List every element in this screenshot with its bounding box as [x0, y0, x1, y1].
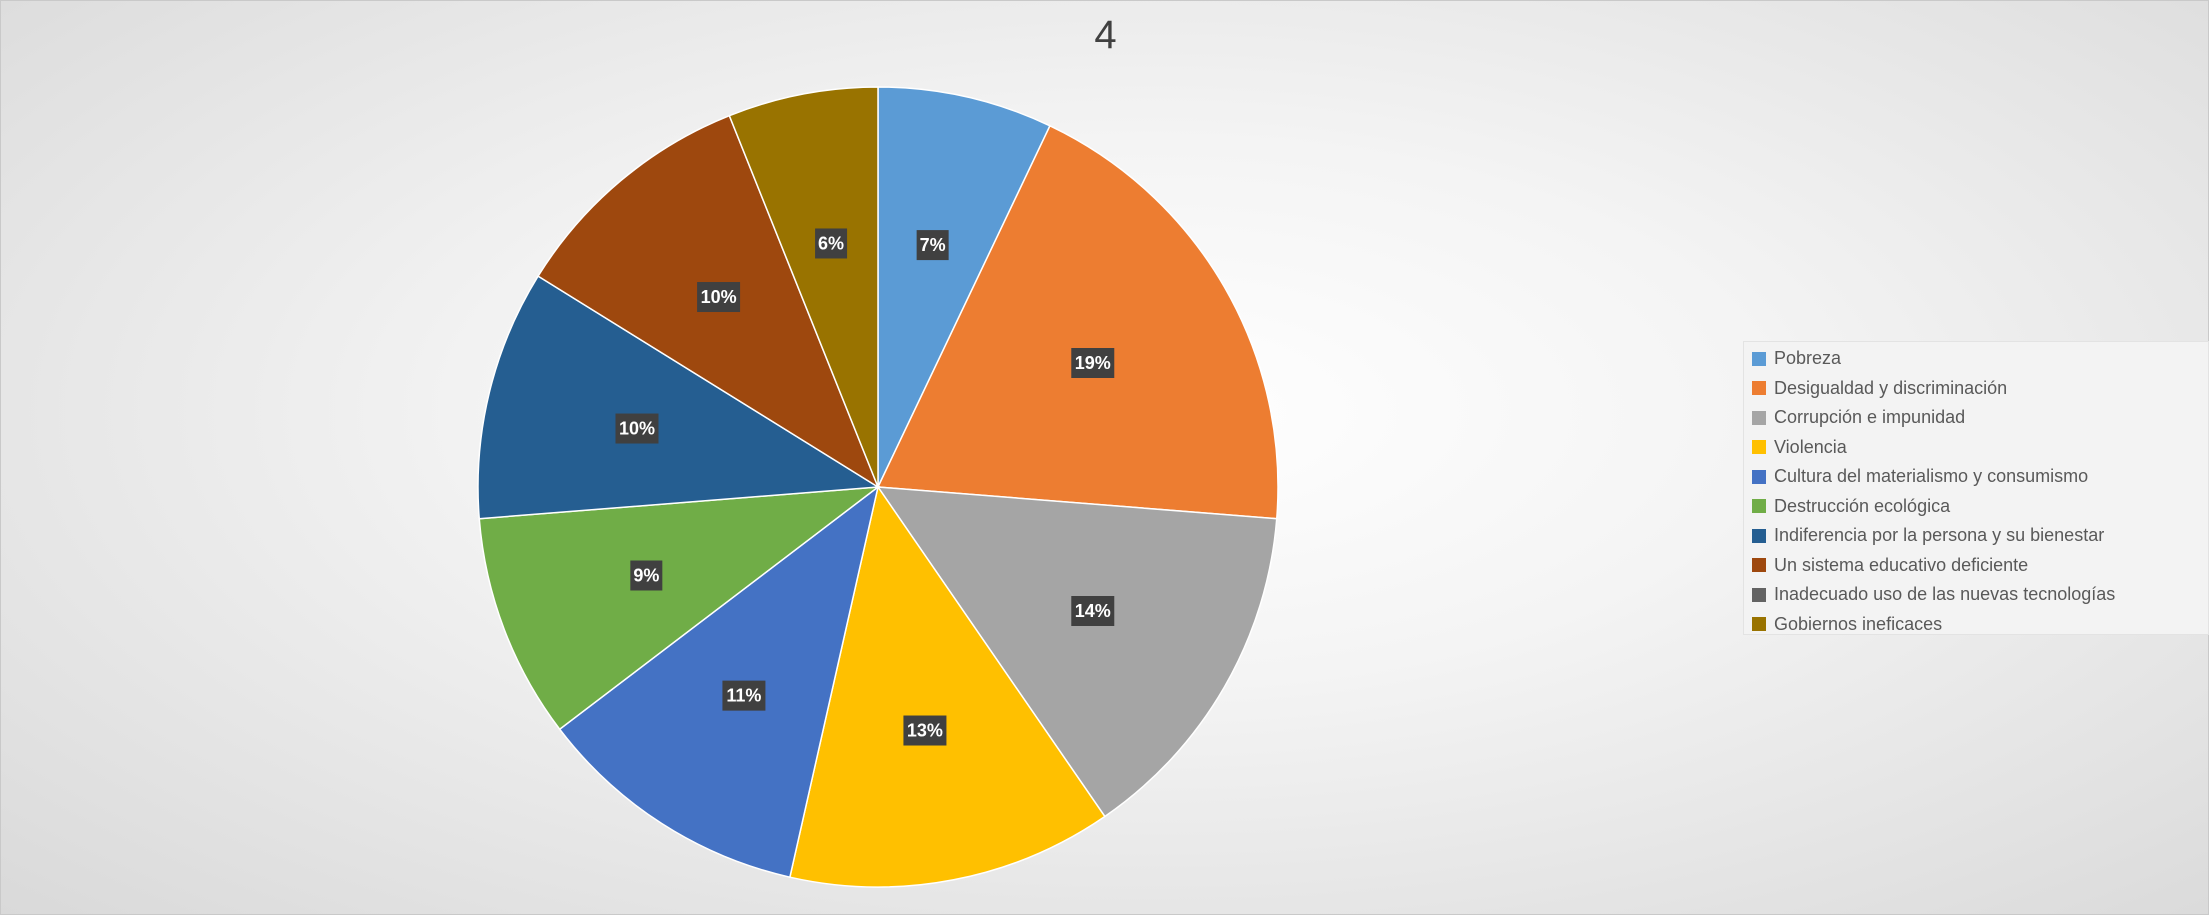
- data-label: 7%: [916, 230, 949, 261]
- legend-item: Violencia: [1752, 433, 2208, 463]
- legend-label: Gobiernos ineficaces: [1774, 613, 1943, 634]
- legend-label: Cultura del materialismo y consumismo: [1774, 466, 2089, 487]
- legend-label: Desigualdad y discriminación: [1774, 377, 2008, 398]
- data-label: 10%: [697, 282, 741, 313]
- pie-slice: [477, 275, 881, 520]
- legend-label: Corrupción e impunidad: [1774, 407, 1966, 428]
- legend-item: Desigualdad y discriminación: [1752, 374, 2208, 404]
- legend-swatch: [1752, 617, 1766, 632]
- pie-slice: [728, 86, 879, 488]
- legend-item: Cultura del materialismo y consumismo: [1752, 462, 2208, 492]
- data-label: 11%: [722, 680, 766, 711]
- legend-item: Destrucción ecológica: [1752, 492, 2208, 522]
- legend-swatch: [1752, 499, 1766, 514]
- data-label: 14%: [1071, 596, 1115, 626]
- legend-item: Indiferencia por la persona y su bienest…: [1752, 521, 2208, 551]
- chart-title: 4: [1094, 13, 1117, 57]
- legend-item: Un sistema educativo deficiente: [1752, 551, 2208, 581]
- chart-legend: Pobreza Desigualdad y discriminación Corru…: [1743, 341, 2209, 635]
- data-label: 9%: [630, 560, 663, 591]
- pie-slice: [558, 485, 880, 879]
- svg-text:10%: 10%: [619, 419, 655, 439]
- legend-swatch: [1752, 410, 1766, 425]
- legend-swatch: [1752, 351, 1766, 366]
- svg-text:9%: 9%: [633, 566, 659, 586]
- legend-label: Destrucción ecológica: [1774, 495, 1951, 516]
- legend-label: Indiferencia por la persona y su bienest…: [1774, 525, 2105, 546]
- legend-swatch: [1752, 469, 1766, 484]
- legend-item: Pobreza: [1752, 344, 2208, 374]
- legend-label: Un sistema educativo deficiente: [1774, 554, 2029, 575]
- legend-item: Gobiernos ineficaces: [1752, 610, 2208, 640]
- data-label: 10%: [615, 413, 659, 444]
- legend-swatch: [1752, 528, 1766, 543]
- svg-text:10%: 10%: [701, 287, 737, 307]
- legend-swatch: [1752, 587, 1766, 602]
- legend-label: Violencia: [1774, 436, 1847, 457]
- svg-text:13%: 13%: [907, 721, 943, 741]
- data-label: 6%: [815, 228, 848, 259]
- data-label: 19%: [1071, 348, 1115, 378]
- pie-slice: [876, 124, 1279, 520]
- legend-item: Corrupción e impunidad: [1752, 403, 2208, 433]
- pie-slice: [876, 486, 1278, 818]
- legend-swatch: [1752, 381, 1766, 396]
- svg-text:14%: 14%: [1075, 601, 1111, 621]
- legend-swatch: [1752, 558, 1766, 573]
- svg-text:19%: 19%: [1075, 353, 1111, 373]
- legend-label: Pobreza: [1774, 348, 1842, 369]
- pie-slice: [877, 86, 1051, 488]
- svg-text:7%: 7%: [920, 235, 946, 255]
- legend-item: Inadecuado uso de las nuevas tecnologías: [1752, 580, 2208, 610]
- legend-label: Inadecuado uso de las nuevas tecnologías: [1774, 584, 2116, 605]
- pie-slice: [788, 485, 1106, 888]
- data-label: 13%: [903, 715, 947, 746]
- svg-text:11%: 11%: [726, 686, 761, 706]
- legend-swatch: [1752, 440, 1766, 455]
- pie-slice: [478, 486, 881, 731]
- svg-text:6%: 6%: [818, 233, 844, 253]
